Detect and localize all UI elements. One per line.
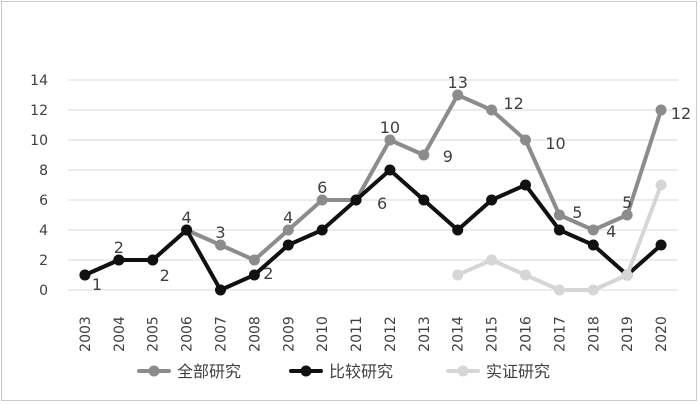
x-tick-label: 2017 bbox=[552, 316, 568, 352]
data-label: 13 bbox=[448, 73, 468, 92]
data-point-0 bbox=[215, 239, 226, 251]
data-label: 1 bbox=[92, 275, 102, 294]
data-point-0 bbox=[384, 134, 396, 146]
data-point-1 bbox=[181, 224, 193, 236]
data-point-0 bbox=[655, 104, 667, 116]
legend-label: 比较研究 bbox=[329, 362, 393, 381]
x-tick-label: 2008 bbox=[247, 316, 263, 352]
x-tick-label: 2019 bbox=[620, 316, 636, 352]
x-tick-label: 2005 bbox=[146, 316, 162, 352]
series-lines bbox=[79, 89, 667, 296]
data-label: 12 bbox=[503, 94, 523, 113]
y-tick-label: 2 bbox=[39, 253, 48, 269]
x-tick-label: 2012 bbox=[383, 316, 399, 352]
x-tick-label: 2018 bbox=[586, 316, 602, 352]
data-point-0 bbox=[486, 104, 498, 116]
data-point-1 bbox=[384, 164, 396, 176]
data-point-2 bbox=[655, 179, 667, 191]
data-label: 12 bbox=[671, 104, 691, 123]
data-point-0 bbox=[452, 89, 464, 101]
x-tick-label: 2010 bbox=[315, 316, 331, 352]
data-point-1 bbox=[418, 194, 430, 206]
legend-label: 实证研究 bbox=[486, 362, 550, 381]
data-point-0 bbox=[316, 194, 328, 206]
x-tick-label: 2011 bbox=[349, 316, 365, 352]
data-point-1 bbox=[316, 224, 328, 236]
data-label: 5 bbox=[622, 193, 632, 212]
data-point-1 bbox=[655, 239, 667, 251]
data-point-1 bbox=[248, 269, 260, 281]
x-tick-label: 2020 bbox=[654, 316, 670, 352]
data-point-0 bbox=[418, 149, 430, 161]
data-point-0 bbox=[621, 209, 633, 221]
data-point-0 bbox=[520, 134, 531, 146]
x-tick-label: 2003 bbox=[78, 316, 94, 352]
data-label: 10 bbox=[545, 134, 565, 153]
x-tick-label: 2009 bbox=[281, 316, 297, 352]
data-label: 3 bbox=[215, 223, 225, 242]
data-point-1 bbox=[282, 239, 294, 251]
x-tick-label: 2014 bbox=[451, 316, 467, 352]
data-point-1 bbox=[486, 194, 498, 206]
legend-label: 全部研究 bbox=[177, 362, 241, 381]
data-point-1 bbox=[113, 254, 125, 266]
data-point-1 bbox=[587, 239, 599, 251]
data-point-1 bbox=[215, 284, 226, 296]
legend-marker-0 bbox=[148, 365, 160, 377]
y-tick-label: 8 bbox=[39, 163, 48, 179]
data-point-2 bbox=[452, 269, 464, 281]
y-tick-label: 6 bbox=[39, 193, 48, 209]
data-label: 2 bbox=[160, 266, 170, 285]
data-point-2 bbox=[520, 269, 531, 281]
data-point-0 bbox=[587, 224, 599, 236]
data-point-2 bbox=[486, 254, 498, 266]
data-point-1 bbox=[79, 269, 91, 281]
data-point-0 bbox=[248, 254, 260, 266]
x-axis-tick-labels: 2003 2004 2005 2006 2007 2008 2009 2010 2011 2012… bbox=[78, 316, 670, 352]
x-tick-label: 2007 bbox=[214, 316, 230, 352]
data-point-0 bbox=[553, 209, 565, 221]
series-line-1 bbox=[82, 168, 664, 292]
data-label: 2 bbox=[114, 238, 124, 257]
data-label: 2 bbox=[263, 264, 273, 283]
y-tick-label: 0 bbox=[39, 283, 48, 299]
y-tick-label: 4 bbox=[39, 223, 48, 239]
data-label: 4 bbox=[283, 208, 293, 227]
data-label: 4 bbox=[606, 222, 616, 241]
x-tick-label: 2015 bbox=[485, 316, 501, 352]
y-axis-tick-labels: 0 2 4 6 8 10 12 14 bbox=[30, 73, 48, 299]
x-tick-label: 2013 bbox=[417, 316, 433, 352]
data-point-1 bbox=[553, 224, 565, 236]
x-tick-label: 2016 bbox=[519, 316, 535, 352]
data-point-1 bbox=[350, 194, 362, 206]
y-tick-label: 10 bbox=[30, 133, 48, 149]
y-tick-label: 12 bbox=[30, 103, 48, 119]
data-label: 10 bbox=[380, 118, 400, 137]
y-tick-label: 14 bbox=[30, 73, 48, 89]
data-point-1 bbox=[147, 254, 159, 266]
data-point-2 bbox=[587, 284, 599, 296]
data-label: 6 bbox=[317, 178, 327, 197]
legend-marker-1 bbox=[300, 365, 312, 377]
legend: 全部研究 比较研究 实证研究 bbox=[137, 362, 550, 381]
data-label: 5 bbox=[572, 203, 582, 222]
x-tick-label: 2004 bbox=[112, 316, 128, 352]
data-label: 4 bbox=[182, 208, 192, 227]
x-tick-label: 2006 bbox=[180, 316, 196, 352]
data-point-0 bbox=[282, 224, 294, 236]
data-point-2 bbox=[621, 269, 633, 281]
data-point-1 bbox=[520, 179, 531, 191]
data-label: 6 bbox=[377, 194, 387, 213]
data-label: 9 bbox=[443, 147, 453, 166]
data-point-2 bbox=[553, 284, 565, 296]
data-point-1 bbox=[452, 224, 464, 236]
legend-marker-2 bbox=[457, 365, 469, 377]
